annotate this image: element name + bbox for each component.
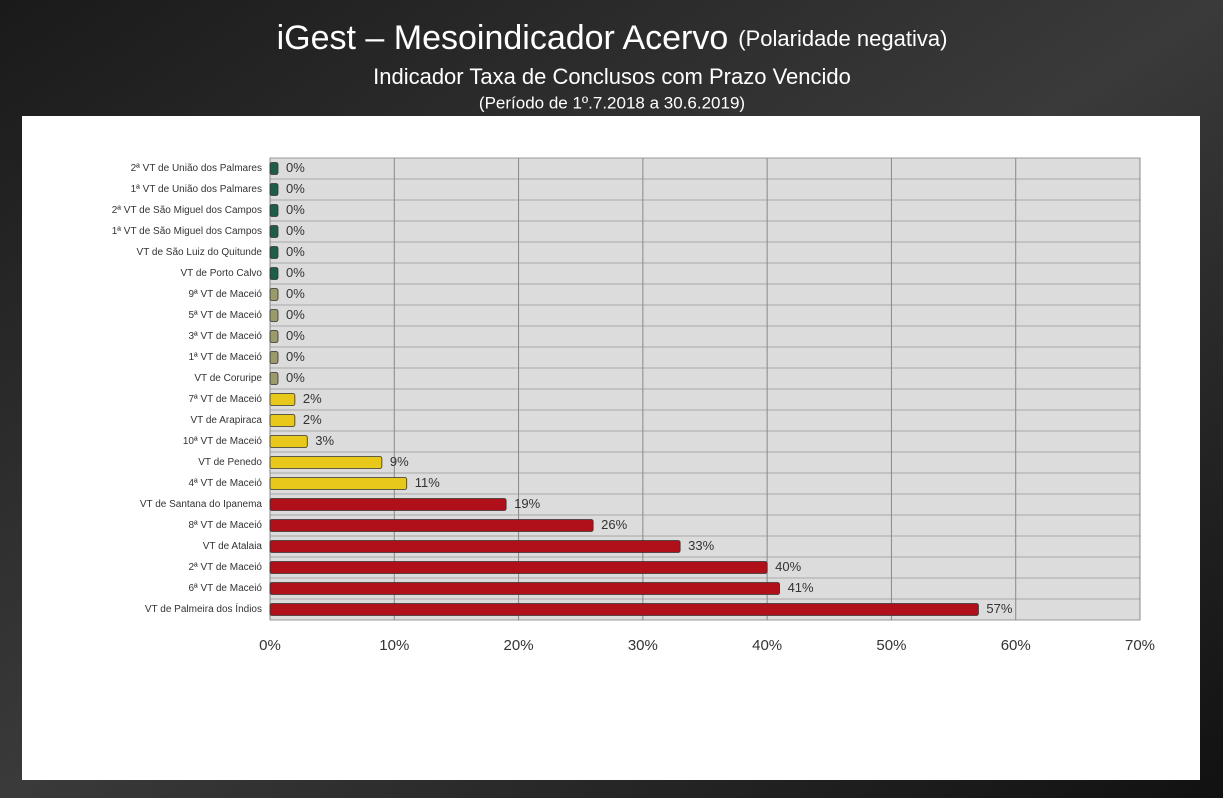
data-label: 0%	[286, 223, 305, 238]
bar	[269, 372, 279, 385]
y-tick-label: VT de Porto Calvo	[180, 268, 262, 279]
x-tick-label: 10%	[379, 637, 409, 654]
title: iGest – Mesoindicador Acervo (Polaridade …	[277, 19, 948, 57]
data-label: 0%	[286, 286, 305, 301]
bar	[269, 162, 279, 175]
data-label: 0%	[286, 370, 305, 385]
x-tick-label: 50%	[876, 637, 906, 654]
data-label: 33%	[688, 538, 714, 553]
bar	[269, 435, 308, 448]
data-label: 40%	[775, 559, 801, 574]
bar	[269, 603, 979, 616]
data-label: 19%	[514, 496, 540, 511]
y-tick-label: VT de Atalaia	[203, 541, 263, 552]
data-label: 2%	[303, 391, 322, 406]
bar	[269, 456, 383, 469]
y-tick-label: 5ª VT de Maceió	[188, 310, 262, 321]
data-label: 2%	[303, 412, 322, 427]
data-label: 0%	[286, 265, 305, 280]
x-tick-label: 30%	[628, 637, 658, 654]
data-label: 0%	[286, 349, 305, 364]
x-tick-label: 0%	[259, 637, 281, 654]
bar	[269, 561, 768, 574]
y-tick-label: 10ª VT de Maceió	[183, 436, 263, 447]
data-label: 0%	[286, 244, 305, 259]
data-label: 0%	[286, 181, 305, 196]
data-label: 0%	[286, 202, 305, 217]
bar	[269, 330, 279, 343]
y-tick-label: VT de Palmeira dos Índios	[145, 602, 262, 615]
data-label: 26%	[601, 517, 627, 532]
bar	[269, 582, 780, 595]
bar	[269, 351, 279, 364]
data-label: 57%	[986, 601, 1012, 616]
y-tick-label: 2ª VT de São Miguel dos Campos	[112, 205, 262, 216]
y-tick-label: 1ª VT de São Miguel dos Campos	[112, 226, 262, 237]
bar	[269, 225, 279, 238]
y-tick-label: VT de Santana do Ipanema	[140, 499, 263, 510]
y-tick-label: 4ª VT de Maceió	[188, 478, 262, 489]
y-tick-label: VT de São Luiz do Quitunde	[137, 247, 263, 258]
bar	[269, 414, 296, 427]
data-label: 0%	[286, 160, 305, 175]
x-tick-label: 60%	[1001, 637, 1031, 654]
data-label: 3%	[315, 433, 334, 448]
y-tick-label: VT de Penedo	[198, 457, 262, 468]
bar	[269, 267, 279, 280]
bar	[269, 519, 594, 532]
bar	[269, 309, 279, 322]
y-tick-label: 9ª VT de Maceió	[188, 289, 262, 300]
x-tick-label: 40%	[752, 637, 782, 654]
bar	[269, 246, 279, 259]
y-tick-label: 2ª VT de União dos Palmares	[131, 163, 262, 174]
bar	[269, 204, 279, 217]
bar	[269, 540, 681, 553]
data-label: 11%	[415, 475, 440, 490]
subtitle: Indicador Taxa de Conclusos com Prazo Ve…	[373, 64, 851, 89]
data-label: 9%	[390, 454, 409, 469]
y-tick-label: 1ª VT de Maceió	[188, 352, 262, 363]
plot: 0% 10% 20% 30% 40% 50% 60% 70% 2ª VT de União do…	[112, 158, 1155, 654]
y-tick-label: 8ª VT de Maceió	[188, 520, 262, 531]
bar	[269, 288, 279, 301]
y-tick-label: 2ª VT de Maceió	[188, 562, 262, 573]
y-tick-label: VT de Coruripe	[194, 373, 262, 384]
y-tick-label: 1ª VT de União dos Palmares	[131, 184, 262, 195]
y-tick-label: VT de Arapiraca	[190, 415, 262, 426]
data-label: 0%	[286, 328, 305, 343]
y-tick-label: 3ª VT de Maceió	[188, 331, 262, 342]
bar	[269, 498, 507, 511]
y-tick-label: 6ª VT de Maceió	[188, 583, 262, 594]
x-tick-label: 70%	[1125, 637, 1155, 654]
x-tick-label: 20%	[504, 637, 534, 654]
data-label: 0%	[286, 307, 305, 322]
bar	[269, 393, 296, 406]
y-tick-label: 7ª VT de Maceió	[188, 394, 262, 405]
data-label: 41%	[788, 580, 814, 595]
bar	[269, 477, 408, 490]
bar	[269, 183, 279, 196]
period: (Período de 1º.7.2018 a 30.6.2019)	[479, 93, 745, 112]
